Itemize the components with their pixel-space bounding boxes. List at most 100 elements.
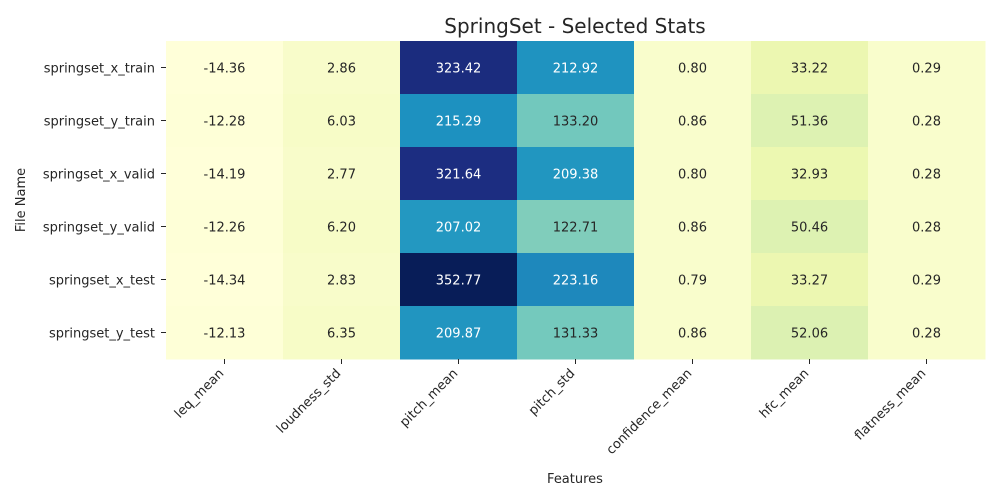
cell-value-label: 209.38 (553, 168, 599, 183)
heatmap-cell (400, 41, 518, 95)
y-axis-ticks: springset_x_train springset_y_trainspring… (43, 62, 166, 342)
cell-value-label: 32.93 (791, 168, 828, 183)
x-tick-label: pitch_mean (397, 366, 461, 430)
heatmap-cell (751, 200, 869, 254)
heatmap-cell (634, 41, 752, 95)
heatmap-cell (283, 147, 401, 201)
cell-value-label: -12.26 (204, 221, 246, 236)
heatmap-cell (400, 94, 518, 148)
cell-value-label: 2.86 (327, 62, 356, 77)
heatmap-cell (634, 147, 752, 201)
cell-value-label: 0.28 (912, 115, 941, 130)
x-tick-label: pitch_std (526, 366, 578, 418)
cell-value-label: 52.06 (791, 327, 828, 342)
y-tick-label: springset_x_valid (43, 168, 155, 183)
heatmap-cell (517, 306, 635, 360)
y-axis-label: File Name (14, 168, 29, 232)
y-tick-label: springset_y_test (49, 327, 155, 342)
cell-value-label: 215.29 (436, 115, 482, 130)
heatmap-cell (868, 200, 986, 254)
heatmap-cell (517, 41, 635, 95)
heatmap-cells: -14.36 2.86 323.42 212.92 0.80 33.22 0.29 -12.2… (166, 41, 986, 360)
heatmap-cell (283, 306, 401, 360)
cell-value-label: -12.28 (204, 115, 246, 130)
x-tick-label: flatness_mean (852, 366, 929, 443)
heatmap-cell (166, 147, 284, 201)
heatmap-cell (868, 94, 986, 148)
heatmap-cell (634, 306, 752, 360)
heatmap-cell (868, 306, 986, 360)
chart-title: SpringSet - Selected Stats (444, 14, 705, 38)
cell-value-label: 323.42 (436, 62, 482, 77)
x-axis-label: Features (547, 472, 603, 487)
cell-value-label: 0.79 (678, 274, 707, 289)
heatmap-cell (868, 253, 986, 307)
y-tick-label: springset_y_valid (43, 221, 155, 236)
x-axis-ticks: leq_mean loudness_std pitch_mean pitch_std c… (172, 359, 929, 458)
cell-value-label: 0.86 (678, 221, 707, 236)
heatmap-cell (868, 147, 986, 201)
cell-value-label: 133.20 (553, 115, 599, 130)
cell-value-label: 352.77 (436, 274, 482, 289)
cell-value-label: 0.80 (678, 168, 707, 183)
heatmap-cell (166, 200, 284, 254)
heatmap-cell (517, 94, 635, 148)
cell-value-label: 50.46 (791, 221, 828, 236)
cell-value-label: 209.87 (436, 327, 482, 342)
heatmap-cell (634, 94, 752, 148)
cell-value-label: -14.34 (204, 274, 246, 289)
y-tick-label: springset_x_train (44, 62, 155, 77)
heatmap-cell (166, 41, 284, 95)
heatmap-cell (634, 253, 752, 307)
y-tick-label: springset_y_train (44, 115, 155, 130)
heatmap-cell (166, 306, 284, 360)
heatmap-cell (166, 94, 284, 148)
x-tick-label: confidence_mean (604, 366, 696, 458)
heatmap-cell (517, 200, 635, 254)
heatmap-cell (634, 200, 752, 254)
heatmap-cell (751, 306, 869, 360)
cell-value-label: 6.35 (327, 327, 356, 342)
heatmap-cell (517, 253, 635, 307)
cell-value-label: 122.71 (553, 221, 599, 236)
x-tick-label: loudness_std (274, 366, 344, 436)
cell-value-label: 223.16 (553, 274, 599, 289)
heatmap-cell (751, 147, 869, 201)
cell-value-label: 0.86 (678, 327, 707, 342)
cell-value-label: 2.83 (327, 274, 356, 289)
y-tick-label: springset_x_test (49, 274, 155, 289)
cell-value-label: -14.36 (204, 62, 246, 77)
cell-value-label: 0.28 (912, 221, 941, 236)
heatmap-cell (868, 41, 986, 95)
heatmap-cell (400, 306, 518, 360)
heatmap-cell (751, 94, 869, 148)
cell-value-label: -12.13 (204, 327, 246, 342)
cell-value-label: 6.20 (327, 221, 356, 236)
cell-value-label: 0.28 (912, 327, 941, 342)
heatmap-cell (283, 94, 401, 148)
x-tick-label: leq_mean (172, 366, 227, 421)
cell-value-label: 321.64 (436, 168, 482, 183)
cell-value-label: 51.36 (791, 115, 828, 130)
cell-value-label: 0.80 (678, 62, 707, 77)
cell-value-label: 0.86 (678, 115, 707, 130)
heatmap-cell (751, 253, 869, 307)
cell-value-label: -14.19 (204, 168, 246, 183)
heatmap-cell (283, 200, 401, 254)
heatmap-cell (283, 253, 401, 307)
heatmap-cell (400, 147, 518, 201)
heatmap-cell (400, 200, 518, 254)
cell-value-label: 2.77 (327, 168, 356, 183)
cell-value-label: 0.28 (912, 168, 941, 183)
cell-value-label: 207.02 (436, 221, 482, 236)
cell-value-label: 131.33 (553, 327, 599, 342)
cell-value-label: 212.92 (553, 62, 599, 77)
heatmap-cell (400, 253, 518, 307)
cell-value-label: 6.03 (327, 115, 356, 130)
x-tick-label: hfc_mean (757, 366, 812, 421)
heatmap-cell (751, 41, 869, 95)
heatmap-cell (283, 41, 401, 95)
cell-value-label: 33.27 (791, 274, 828, 289)
heatmap-cell (166, 253, 284, 307)
